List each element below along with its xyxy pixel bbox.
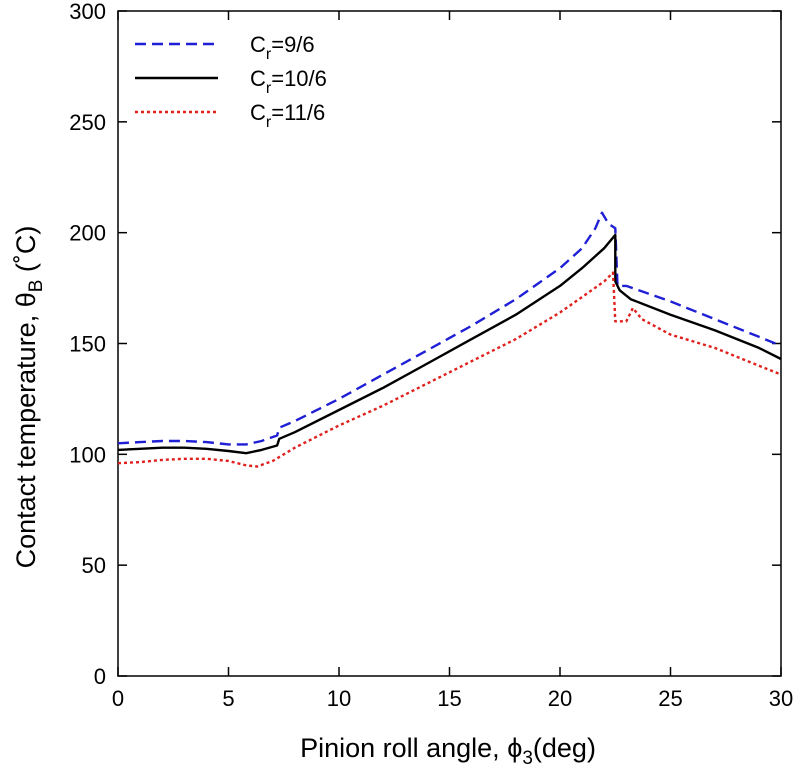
- x-tick-label: 20: [548, 686, 572, 711]
- x-tick-label: 0: [112, 686, 124, 711]
- x-tick-label: 30: [769, 686, 793, 711]
- legend-label-rest: =9/6: [271, 32, 314, 57]
- series-line-3: [117, 271, 782, 468]
- y-axis-label-degree: ˚: [11, 254, 41, 263]
- legend-label-sub: r: [266, 114, 272, 131]
- legend-label-main: C: [250, 32, 266, 57]
- y-axis-label-symbol: θ: [11, 292, 41, 307]
- y-axis-label-unit: C): [11, 226, 41, 255]
- series-line-1: [117, 211, 782, 446]
- y-tick-label: 100: [69, 442, 106, 467]
- plot-frame: [117, 10, 782, 677]
- x-axis-label: Pinion roll angle, ϕ3(deg): [300, 733, 596, 769]
- legend-entry-3: Cr=11/6: [250, 100, 325, 131]
- y-tick-label: 0: [94, 664, 106, 689]
- y-axis-label-rest: (: [11, 263, 41, 280]
- x-axis-label-rest: (deg): [533, 733, 596, 763]
- legend: Cr=9/6Cr=10/6Cr=11/6: [135, 32, 327, 131]
- x-tick-label: 5: [222, 686, 234, 711]
- plot-frame-group: [117, 10, 782, 677]
- legend-entry-1: Cr=9/6: [250, 32, 315, 63]
- y-axis-label-main: Contact temperature,: [11, 307, 41, 568]
- y-tick-label: 300: [69, 0, 106, 24]
- legend-label-main: C: [250, 66, 266, 91]
- y-axis-label: Contact temperature, θB (˚C): [11, 226, 47, 569]
- x-axis-label-symbol: ϕ: [507, 733, 522, 763]
- series-group: [117, 211, 782, 468]
- y-tick-label: 200: [69, 221, 106, 246]
- y-tick-label: 50: [82, 553, 106, 578]
- legend-label-sub: r: [266, 80, 272, 97]
- series-line-2: [117, 233, 782, 455]
- x-tick-label: 25: [658, 686, 682, 711]
- legend-label-rest: =10/6: [271, 66, 327, 91]
- y-tick-label: 250: [69, 110, 106, 135]
- legend-label-main: C: [250, 100, 266, 125]
- legend-label-rest: =11/6: [271, 100, 325, 125]
- legend-label-sub: r: [266, 46, 272, 63]
- y-axis-label-sub: B: [26, 280, 47, 293]
- y-tick-label: 150: [69, 332, 106, 357]
- x-axis-label-sub: 3: [522, 748, 533, 769]
- x-tick-label: 15: [437, 686, 461, 711]
- legend-entry-2: Cr=10/6: [250, 66, 327, 97]
- x-tick-label: 10: [327, 686, 351, 711]
- x-axis-label-main: Pinion roll angle,: [300, 733, 507, 763]
